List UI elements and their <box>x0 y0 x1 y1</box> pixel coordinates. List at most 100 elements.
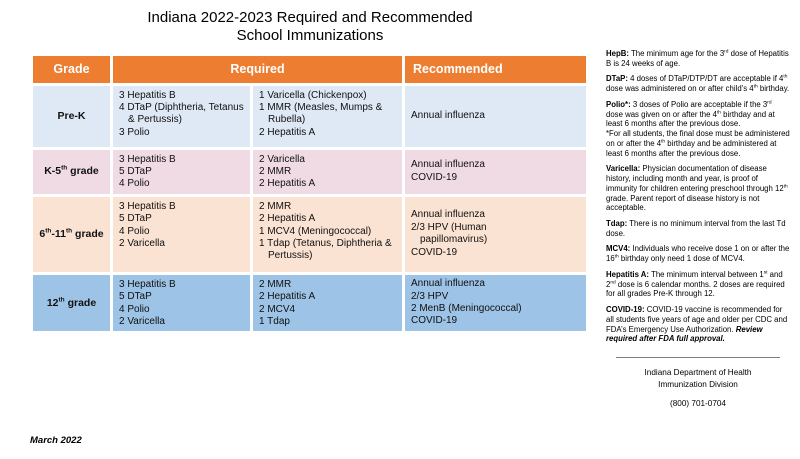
note-mcv4: MCV4: Individuals who receive dose 1 on … <box>606 244 790 263</box>
notes-sidebar: HepB: The minimum age for the 3rd dose o… <box>606 49 790 409</box>
vaccine-line: 2 Hepatitis A <box>259 126 316 138</box>
grade-cell: 6th-11th grade <box>30 193 113 275</box>
vaccine-line: 2 MMR <box>259 278 292 290</box>
vaccine-line: 3 Polio <box>119 126 150 138</box>
note-text: The minimum age for the 3rd dose of Hepa… <box>606 49 789 68</box>
vaccine-line: 2 MMR <box>259 200 292 212</box>
vaccine-line: 3 Hepatitis B <box>119 89 176 101</box>
vaccine-line: Annual influenza <box>411 209 485 221</box>
vaccine-line: COVID-19 <box>411 246 458 258</box>
title-line-2: School Immunizations <box>236 27 384 45</box>
recommended-cell: Annual influenza 2/3 HPV (Human papillom… <box>402 193 589 275</box>
required-cell-secondary: 1 Varicella (Chickenpox) 1 MMR (Measles,… <box>250 82 405 150</box>
vaccine-line: 4 Polio <box>119 178 150 190</box>
immunization-table: Grade Required Recommended Pre-K 3 Hepat… <box>30 52 589 335</box>
note-dtap: DTaP: 4 doses of DTaP/DTP/DT are accepta… <box>606 74 790 93</box>
note-polio: Polio*: 3 doses of Polio are acceptable … <box>606 100 790 158</box>
header-required: Required <box>110 52 405 86</box>
vaccine-line: 1 Tdap (Tetanus, Diphtheria & Pertussis) <box>259 237 392 262</box>
note-text: 4 doses of DTaP/DTP/DT are acceptable if… <box>606 74 790 94</box>
note-label: Polio*: <box>606 99 631 109</box>
vaccine-line: 3 Hepatitis B <box>119 200 176 212</box>
vaccine-line: 2 Hepatitis A <box>259 291 316 303</box>
vaccine-line: 2 MMR <box>259 165 292 177</box>
recommended-cell: Annual influenza <box>402 82 589 150</box>
vaccine-line: 1 MMR (Measles, Mumps & Rubella) <box>259 101 383 126</box>
vaccine-line: 2 MenB (Meningococcal) <box>411 303 522 315</box>
note-covid19: COVID-19: COVID-19 vaccine is recommende… <box>606 305 790 344</box>
table-row-prek: Pre-K 3 Hepatitis B 4 DTaP (Diphtheria, … <box>30 82 589 150</box>
org-phone: (800) 701-0704 <box>670 399 726 409</box>
required-cell-primary: 3 Hepatitis B 5 DTaP 4 Polio 2 Varicella <box>110 271 253 335</box>
header-recommended: Recommended <box>402 52 589 86</box>
note-text: The minimum interval between 1st and 2nd… <box>606 269 785 299</box>
note-text: Physician documentation of disease histo… <box>606 164 788 213</box>
grade-cell: Pre-K <box>30 82 113 150</box>
grade-cell: K-5th grade <box>30 146 113 197</box>
note-tdap: Tdap: There is no minimum interval from … <box>606 219 790 238</box>
org-line-1: Indiana Department of Health <box>644 368 752 378</box>
org-line-2: Immunization Division <box>658 379 738 389</box>
vaccine-line: 2/3 HPV (Human papillomavirus) <box>411 221 488 246</box>
vaccine-line: 5 DTaP <box>119 213 152 225</box>
title-line-1: Indiana 2022-2023 Required and Recommend… <box>147 9 473 26</box>
note-label: Varicella: <box>606 164 641 174</box>
table-row-12: 12th grade 3 Hepatitis B 5 DTaP 4 Polio … <box>30 271 589 335</box>
recommended-cell: Annual influenza 2/3 HPV 2 MenB (Meningo… <box>402 271 589 335</box>
vaccine-line: Annual influenza <box>411 109 485 121</box>
table-row-6-11: 6th-11th grade 3 Hepatitis B 5 DTaP 4 Po… <box>30 193 589 275</box>
vaccine-line: 3 Hepatitis B <box>119 278 176 290</box>
vaccine-line: 1 Varicella (Chickenpox) <box>259 89 367 101</box>
vaccine-line: 2/3 HPV <box>411 290 449 302</box>
page-title: Indiana 2022-2023 Required and Recommend… <box>30 9 590 46</box>
vaccine-line: COVID-19 <box>411 315 458 327</box>
main-content: Indiana 2022-2023 Required and Recommend… <box>0 9 800 335</box>
note-text: There is no minimum interval from the la… <box>606 219 786 238</box>
recommended-cell: Annual influenza COVID-19 <box>402 146 589 197</box>
vaccine-line: 5 DTaP <box>119 165 152 177</box>
required-cell-secondary: 2 MMR 2 Hepatitis A 2 MCV4 1 Tdap <box>250 271 405 335</box>
note-hepb: HepB: The minimum age for the 3rd dose o… <box>606 49 790 68</box>
table-row-k5: K-5th grade 3 Hepatitis B 5 DTaP 4 Polio… <box>30 146 589 197</box>
required-cell-secondary: 2 MMR 2 Hepatitis A 1 MCV4 (Meningococca… <box>250 193 405 275</box>
required-cell-secondary: 2 Varicella 2 MMR 2 Hepatitis A <box>250 146 405 197</box>
vaccine-line: 1 MCV4 (Meningococcal) <box>259 225 372 237</box>
required-cell-primary: 3 Hepatitis B 4 DTaP (Diphtheria, Tetanu… <box>110 82 253 150</box>
note-label: MCV4: <box>606 244 631 254</box>
grade-cell: 12th grade <box>30 271 113 335</box>
vaccine-line: 2 Varicella <box>119 315 165 327</box>
required-cell-primary: 3 Hepatitis B 5 DTaP 4 Polio 2 Varicella <box>110 193 253 275</box>
note-varicella: Varicella: Physician documentation of di… <box>606 164 790 213</box>
vaccine-line: 2 Varicella <box>119 237 165 249</box>
vaccine-line: Annual influenza <box>411 278 485 290</box>
note-text-footnote: *For all students, the final dose must b… <box>606 129 790 158</box>
revision-date: March 2022 <box>30 435 82 446</box>
note-review-text: Review required after FDA full approval. <box>606 324 763 344</box>
note-label: HepB: <box>606 49 629 58</box>
note-label: Tdap: <box>606 219 628 229</box>
vaccine-line: 5 DTaP <box>119 291 152 303</box>
vaccine-line: 4 Polio <box>119 303 150 315</box>
vaccine-line: 2 Hepatitis A <box>259 178 316 190</box>
org-name: Indiana Department of Health Immunizatio… <box>606 367 790 390</box>
vaccine-line: 3 Hepatitis B <box>119 153 176 165</box>
note-text: COVID-19 vaccine is recommended for all … <box>606 305 788 334</box>
vaccine-line: 2 Varicella <box>259 153 305 165</box>
sidebar-divider <box>616 357 780 359</box>
vaccine-line: 4 DTaP (Diphtheria, Tetanus & Pertussis) <box>119 101 244 126</box>
vaccine-line: 1 Tdap <box>259 315 290 327</box>
note-label: DTaP: <box>606 74 628 84</box>
note-label: COVID-19: <box>606 305 645 315</box>
note-text: 3 doses of Polio are acceptable if the 3… <box>606 99 775 129</box>
vaccine-line: 2 Hepatitis A <box>259 213 316 225</box>
vaccine-line: 4 Polio <box>119 225 150 237</box>
note-hepa: Hepatitis A: The minimum interval betwee… <box>606 270 790 299</box>
vaccine-line: Annual influenza <box>411 159 485 171</box>
vaccine-line: 2 MCV4 <box>259 303 296 315</box>
vaccine-line: COVID-19 <box>411 171 458 183</box>
note-text: Individuals who receive dose 1 on or aft… <box>606 244 790 264</box>
header-grade: Grade <box>30 52 113 86</box>
table-header-row: Grade Required Recommended <box>30 52 589 86</box>
required-cell-primary: 3 Hepatitis B 5 DTaP 4 Polio <box>110 146 253 197</box>
note-label: Hepatitis A: <box>606 269 650 279</box>
